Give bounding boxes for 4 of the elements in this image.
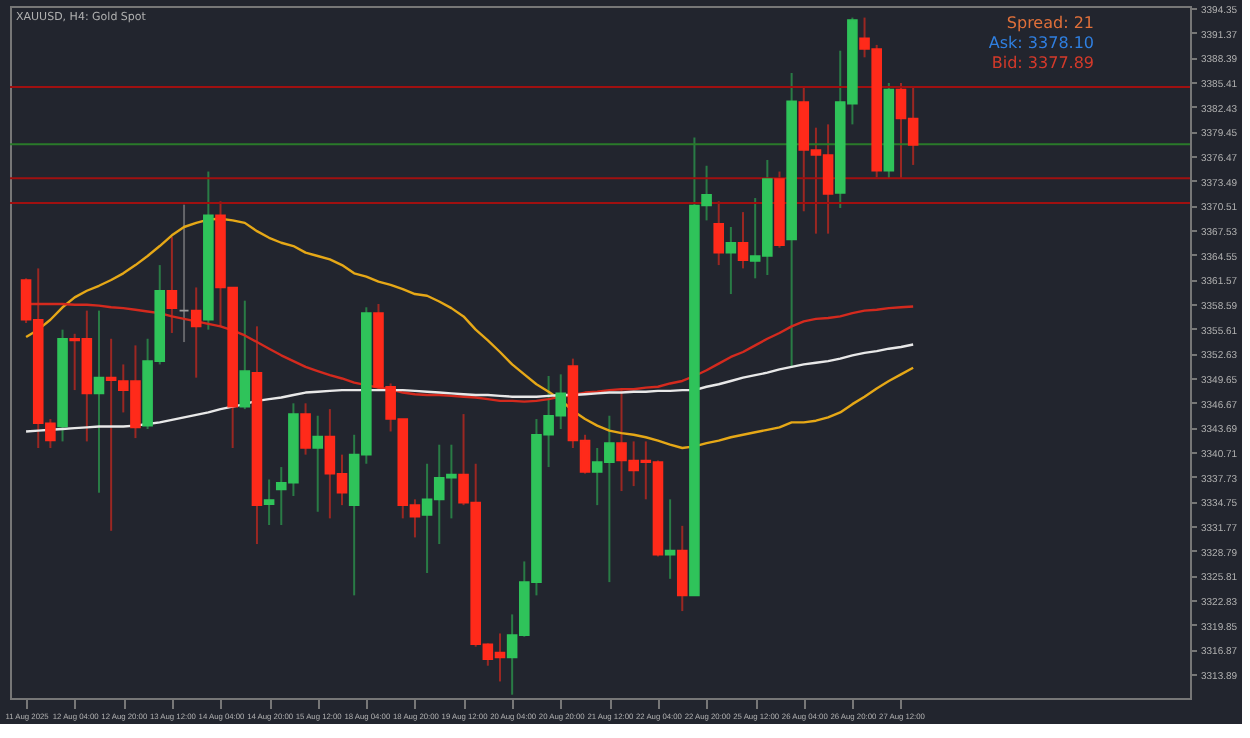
line-series (24, 217, 915, 450)
text: Ask: 3378.10 (988, 34, 1094, 52)
text: Bid: 3377.89 (991, 54, 1094, 72)
text: Spread: 21 (1006, 14, 1094, 32)
